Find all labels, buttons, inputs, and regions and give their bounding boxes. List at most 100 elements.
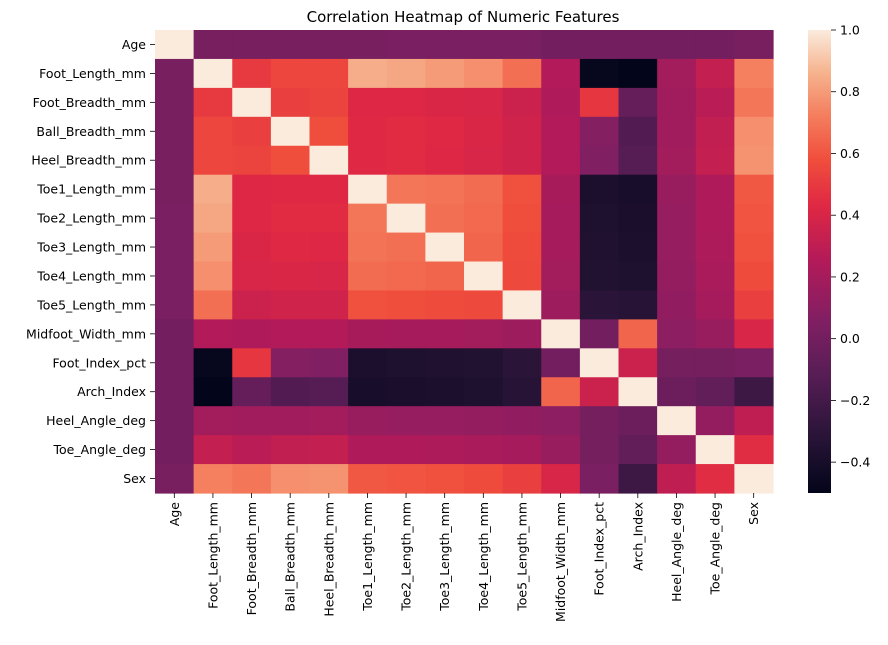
heatmap-cell (618, 319, 658, 349)
heatmap-cell (464, 145, 504, 176)
heatmap-cell (155, 116, 195, 147)
heatmap-cell (155, 203, 195, 234)
heatmap-cell (502, 145, 542, 176)
heatmap-cell (502, 261, 542, 292)
heatmap-cell (155, 145, 195, 176)
y-tick-label: Age (122, 37, 146, 52)
heatmap-cell (541, 116, 581, 147)
heatmap-cell (270, 261, 311, 292)
heatmap-cell (348, 203, 388, 234)
heatmap-cell (270, 58, 311, 89)
heatmap-cell (502, 348, 542, 378)
x-tick-labels: Age Foot_Length_mm Foot_Breadth_mm Ball_Bre… (167, 493, 761, 622)
heatmap-cell (348, 174, 388, 205)
heatmap-cell (425, 116, 465, 147)
heatmap-cell (541, 174, 581, 205)
heatmap-cell (657, 87, 697, 118)
y-tick-label: Foot_Length_mm (39, 66, 146, 81)
heatmap-cell (502, 377, 542, 407)
heatmap-cell (657, 377, 697, 407)
heatmap-cell (155, 377, 195, 407)
heatmap-cell (348, 319, 388, 349)
heatmap-cell (309, 145, 349, 176)
heatmap-cell (618, 203, 658, 234)
heatmap-cell (541, 435, 581, 465)
heatmap-cell (270, 377, 311, 407)
heatmap-cell (425, 87, 465, 118)
heatmap-cell (695, 319, 735, 349)
y-tick-labels: Age Foot_Length_mm Foot_Breadth_mm Ball_Bre… (26, 37, 155, 486)
heatmap-cell (541, 87, 581, 118)
heatmap-cell (618, 377, 658, 407)
heatmap-cell (695, 290, 735, 320)
x-tick-label: Ball_Breadth_mm (283, 502, 298, 612)
colorbar-tick-label: 0.4 (840, 208, 860, 223)
colorbar-tick-label: 0.6 (840, 146, 860, 161)
heatmap-cell (309, 30, 349, 60)
y-tick-label: Sex (123, 471, 146, 486)
heatmap-cell (579, 261, 620, 292)
heatmap-cell (579, 435, 620, 465)
heatmap-cell (734, 319, 774, 349)
heatmap-cell (348, 232, 388, 263)
heatmap-cell (386, 87, 426, 118)
heatmap-cell (657, 145, 697, 176)
x-tick-label: Toe3_Length_mm (437, 502, 452, 612)
heatmap-cell (232, 232, 272, 263)
heatmap-cell (695, 58, 735, 89)
heatmap-cell (425, 30, 465, 60)
heatmap-cell (657, 261, 697, 292)
heatmap-cell (425, 319, 465, 349)
heatmap-cell (425, 377, 465, 407)
heatmap-cell (695, 348, 735, 378)
heatmap-cell (502, 87, 542, 118)
heatmap-cell (309, 87, 349, 118)
heatmap-cell (579, 203, 620, 234)
heatmap-cell (193, 319, 233, 349)
heatmap-cell (618, 174, 658, 205)
heatmap-cell (270, 87, 311, 118)
heatmap-cell (232, 464, 272, 494)
heatmap-cell (232, 116, 272, 147)
chart-title: Correlation Heatmap of Numeric Features (307, 8, 620, 26)
x-tick-label: Sex (746, 502, 761, 525)
heatmap-cell (193, 232, 233, 263)
y-tick-label: Toe1_Length_mm (36, 182, 146, 197)
heatmap-cell (618, 464, 658, 494)
y-tick-label: Toe5_Length_mm (36, 297, 146, 312)
heatmap-cell (734, 203, 774, 234)
heatmap-cell (309, 377, 349, 407)
heatmap-cell (657, 203, 697, 234)
heatmap-cell (232, 348, 272, 378)
x-tick-label: Foot_Breadth_mm (244, 502, 259, 615)
heatmap-cell (464, 319, 504, 349)
heatmap-cell (270, 203, 311, 234)
heatmap-cell (155, 232, 195, 263)
heatmap-cell (734, 58, 774, 89)
heatmap-cell (155, 319, 195, 349)
heatmap-cell (348, 145, 388, 176)
heatmap-cell (541, 319, 581, 349)
colorbar-ticks: 1.0 0.8 0.6 0.4 0.2 0.0 −0.2 −0.4 (831, 23, 870, 470)
heatmap-cell (541, 464, 581, 494)
heatmap-cell (618, 348, 658, 378)
heatmap-cell (232, 30, 272, 60)
heatmap-cell (270, 145, 311, 176)
heatmap-cell (232, 145, 272, 176)
heatmap-cell (425, 174, 465, 205)
heatmap-cell (232, 377, 272, 407)
heatmap-cell (425, 58, 465, 89)
heatmap-cell (657, 232, 697, 263)
heatmap-cell (657, 30, 697, 60)
heatmap-cell (348, 406, 388, 436)
heatmap-cell (464, 174, 504, 205)
heatmap-cell (386, 319, 426, 349)
heatmap-cell (541, 377, 581, 407)
heatmap-cell (386, 261, 426, 292)
heatmap-cell (193, 30, 233, 60)
heatmap-cell (232, 87, 272, 118)
heatmap-cell (734, 116, 774, 147)
heatmap-cell (541, 58, 581, 89)
heatmap-cell (618, 58, 658, 89)
heatmap-cell (502, 232, 542, 263)
